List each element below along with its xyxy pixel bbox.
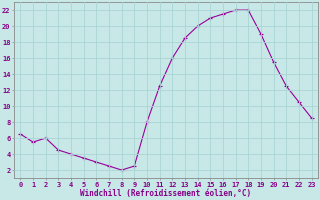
X-axis label: Windchill (Refroidissement éolien,°C): Windchill (Refroidissement éolien,°C) [80,189,252,198]
